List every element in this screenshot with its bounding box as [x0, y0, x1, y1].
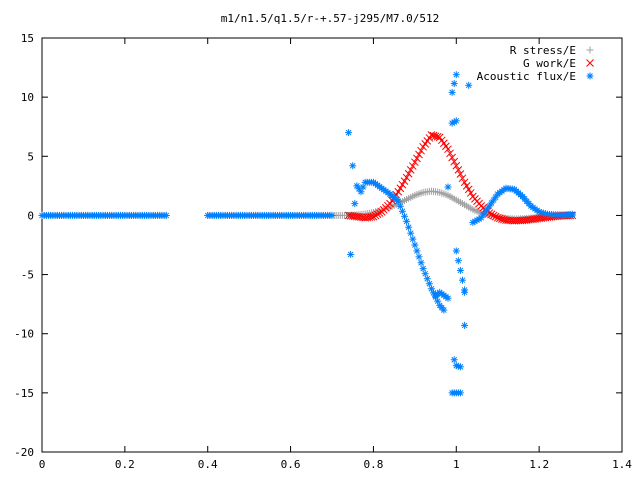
y-tick-label: -20: [14, 446, 34, 459]
data-point: [461, 321, 469, 329]
y-tick-label: -10: [14, 328, 34, 341]
data-point: [400, 177, 409, 185]
data-point: [408, 162, 417, 170]
data-point: [458, 174, 467, 183]
data-point: [444, 294, 452, 302]
data-point: [413, 247, 421, 255]
data-point: [409, 235, 417, 243]
data-point: [454, 166, 463, 174]
x-tick-label: 0.8: [363, 458, 383, 471]
data-point: [461, 288, 469, 296]
data-point: [398, 180, 407, 189]
y-tick-label: 15: [21, 32, 34, 45]
data-point: [375, 209, 384, 217]
chart-title: m1/n1.5/q1.5/r-+.57-j295/M7.0/512: [221, 12, 440, 25]
y-tick-label: -5: [21, 269, 34, 282]
data-point: [450, 80, 458, 88]
data-point: [425, 280, 433, 288]
data-point: [448, 88, 456, 96]
data-point: [345, 129, 353, 137]
data-point: [328, 211, 336, 219]
data-point: [162, 211, 170, 219]
data-point: [454, 257, 462, 265]
x-tick-label: 0.4: [198, 458, 218, 471]
data-point: [417, 146, 425, 155]
data-point: [394, 187, 403, 196]
series-2: [38, 71, 576, 397]
legend-label: G work/E: [523, 57, 576, 70]
y-tick-label: 0: [27, 209, 34, 222]
data-point: [444, 183, 452, 191]
data-point: [369, 212, 378, 221]
data-point: [402, 173, 411, 182]
plot-frame: [41, 37, 623, 453]
legend-marker: [586, 46, 594, 54]
y-tick-label: -15: [14, 387, 34, 400]
data-point: [489, 211, 498, 220]
data-point: [456, 170, 465, 178]
x-tick-label: 1.2: [529, 458, 549, 471]
data-point: [349, 162, 357, 170]
x-axis: 0 0.2 0.4 0.6 0.8 1 1.2 1.4: [39, 38, 632, 471]
y-tick-label: 10: [21, 91, 34, 104]
x-tick-label: 0: [39, 458, 46, 471]
data-point: [404, 169, 413, 178]
data-point: [405, 223, 413, 231]
data-point: [406, 166, 415, 174]
data-point: [452, 161, 461, 170]
data-point: [568, 210, 576, 218]
data-point: [450, 157, 459, 166]
data-point: [440, 306, 448, 314]
y-axis: 15 10 5 0 -5 -10 -15 -20: [14, 32, 622, 459]
data-point: [411, 158, 419, 167]
data-point: [464, 185, 473, 194]
data-point: [413, 154, 421, 163]
data-point: [367, 213, 376, 221]
data-point: [351, 200, 359, 208]
x-tick-label: 0.2: [115, 458, 135, 471]
data-point: [417, 259, 425, 267]
data-point: [407, 229, 415, 237]
data-point: [347, 250, 355, 258]
data-point: [411, 241, 419, 249]
x-tick-label: 1.4: [612, 458, 632, 471]
data-point: [452, 117, 460, 125]
legend-label: R stress/E: [510, 44, 576, 57]
legend-marker: [586, 72, 594, 80]
data-point: [448, 153, 456, 162]
data-point: [456, 266, 464, 274]
data-point: [396, 184, 405, 193]
data-point: [415, 150, 423, 159]
x-tick-label: 0.6: [281, 458, 301, 471]
data-point: [415, 253, 423, 261]
data-point: [450, 356, 458, 364]
data-point: [371, 211, 380, 220]
data-point: [446, 149, 454, 158]
data-point: [460, 178, 469, 187]
data-point: [452, 71, 460, 79]
data-point: [487, 210, 496, 219]
data-point: [462, 182, 471, 190]
data-point: [373, 210, 382, 219]
data-point: [403, 217, 411, 225]
data-point: [466, 189, 475, 197]
data-point: [459, 276, 466, 284]
x-tick-label: 1: [453, 458, 460, 471]
data-point: [491, 212, 500, 221]
data-point: [465, 81, 473, 89]
data-point: [444, 145, 452, 154]
legend-label: Acoustic flux/E: [477, 70, 576, 83]
data-point: [452, 247, 460, 255]
data-point: [456, 389, 464, 397]
legend-marker: [586, 59, 594, 67]
y-tick-label: 5: [27, 150, 34, 163]
data-point: [456, 363, 464, 371]
series-layer: [38, 71, 577, 397]
